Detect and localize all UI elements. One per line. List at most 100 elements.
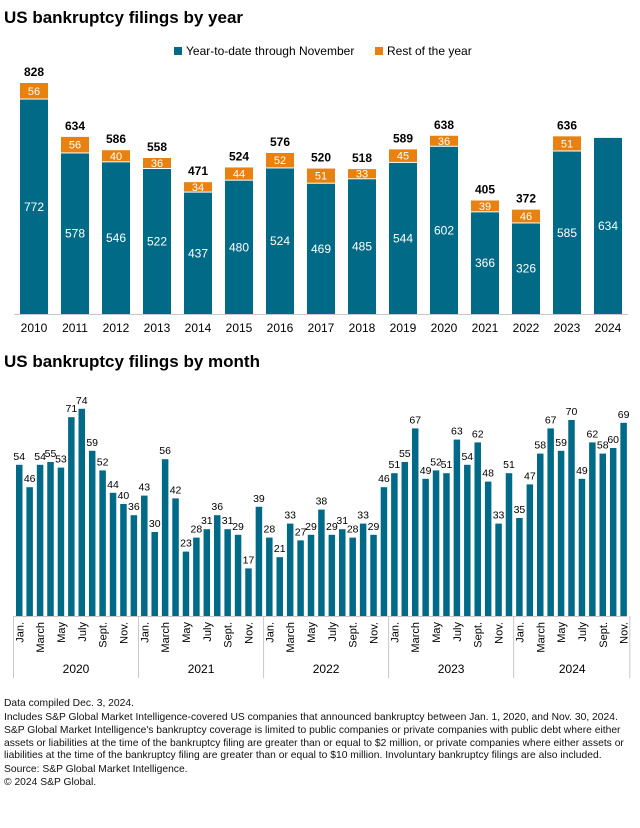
data-label-rest: 51 <box>315 171 327 183</box>
data-label-rest: 33 <box>356 169 368 181</box>
bar-month <box>203 529 211 616</box>
month-tick-label: Jan. <box>14 622 26 643</box>
data-label: 46 <box>378 473 390 485</box>
data-label-rest: 56 <box>28 86 40 98</box>
bar-month <box>505 473 513 616</box>
month-tick-label: Jan. <box>139 622 151 643</box>
data-label: 51 <box>441 459 453 471</box>
data-label-total: 636 <box>557 118 577 132</box>
x-tick-label: 2020 <box>431 321 458 335</box>
data-label: 54 <box>13 451 25 463</box>
bar-rest <box>553 136 581 151</box>
x-tick-label: 2018 <box>349 321 376 335</box>
data-label-rest: 34 <box>192 182 204 194</box>
data-label: 52 <box>430 456 442 468</box>
bar-month <box>16 464 23 616</box>
bar-ytd <box>102 162 130 314</box>
bar-month <box>589 442 596 616</box>
bar-month <box>68 417 75 616</box>
x-tick-label: 2014 <box>185 321 212 335</box>
bar-rest <box>20 83 48 99</box>
legend-swatch-ytd <box>174 47 182 55</box>
month-tick-label: May <box>306 622 318 643</box>
month-tick-label: Nov. <box>494 622 506 644</box>
yearly-chart: Year-to-date through November Rest of the… <box>14 44 628 335</box>
data-label-rest: 45 <box>397 151 409 163</box>
data-label: 30 <box>149 518 161 530</box>
bar-month <box>349 537 356 616</box>
x-tick-label: 2017 <box>308 321 335 335</box>
month-tick-label: Sept. <box>98 622 110 648</box>
bar-rest <box>512 209 540 223</box>
month-tick-label: July <box>452 622 464 642</box>
data-label: 21 <box>274 543 286 555</box>
data-label-ytd: 480 <box>229 240 249 254</box>
data-label-total: 634 <box>65 119 85 133</box>
data-label: 33 <box>493 510 505 522</box>
bar-month <box>359 523 367 616</box>
bar-month <box>484 481 492 616</box>
data-label: 31 <box>222 515 234 527</box>
footnotes: Data compiled Dec. 3, 2024. Includes S&P… <box>4 698 638 791</box>
bar-month <box>443 473 450 616</box>
x-tick-label: 2019 <box>390 321 417 335</box>
bar-month <box>391 473 398 616</box>
data-label: 31 <box>201 515 213 527</box>
data-label-rest: 56 <box>69 140 81 152</box>
data-label-ytd: 585 <box>557 226 577 240</box>
data-label: 53 <box>55 454 67 466</box>
data-label-rest: 44 <box>233 169 245 181</box>
bar-ytd <box>389 162 417 314</box>
legend-label-rest: Rest of the year <box>387 44 472 58</box>
bar-month <box>161 459 169 616</box>
bar-month <box>307 534 315 616</box>
data-label: 38 <box>316 496 328 508</box>
bar-ytd <box>430 146 458 314</box>
data-label: 52 <box>97 456 109 468</box>
data-label: 51 <box>389 459 401 471</box>
data-label: 29 <box>368 521 380 533</box>
bar-month <box>99 470 106 616</box>
bar-month <box>109 492 117 616</box>
bar-month <box>474 442 481 616</box>
month-tick-label: May <box>431 622 443 643</box>
year-label: 2022 <box>313 662 340 676</box>
x-tick-label: 2021 <box>472 321 499 335</box>
month-tick-label: Jan. <box>389 622 401 643</box>
bar-month <box>318 509 325 616</box>
month-tick-label: Nov. <box>118 622 130 644</box>
data-label: 55 <box>399 448 411 460</box>
x-tick-label: 2015 <box>226 321 253 335</box>
data-label: 28 <box>191 524 203 536</box>
bar-month <box>557 450 565 616</box>
bar-month <box>234 534 242 616</box>
legend-swatch-rest <box>375 47 383 55</box>
data-label: 44 <box>107 479 119 491</box>
data-label: 49 <box>576 465 588 477</box>
bar-rest <box>184 182 212 192</box>
bar-month <box>26 487 33 616</box>
bar-month <box>182 551 190 616</box>
data-label: 63 <box>451 426 463 438</box>
data-label-ytd: 326 <box>516 262 536 276</box>
data-label: 42 <box>170 484 182 496</box>
data-label-total: 471 <box>188 164 208 178</box>
data-label-rest: 36 <box>151 158 163 170</box>
data-label: 40 <box>118 490 130 502</box>
data-label: 29 <box>326 521 338 533</box>
data-label-total: 518 <box>352 151 372 165</box>
data-label: 70 <box>566 406 578 418</box>
bar-ytd <box>348 179 376 314</box>
bar-month <box>495 523 502 616</box>
bar-month <box>213 515 221 616</box>
bar-rest <box>389 149 417 162</box>
bar-month <box>130 515 138 616</box>
data-label-rest: 51 <box>561 138 573 150</box>
year-label: 2020 <box>63 662 90 676</box>
data-label: 35 <box>514 504 526 516</box>
data-label: 55 <box>45 448 57 460</box>
bar-month <box>537 453 544 616</box>
bar-month <box>526 484 534 616</box>
x-tick-label: 2010 <box>21 321 48 335</box>
bar-rest <box>430 135 458 146</box>
